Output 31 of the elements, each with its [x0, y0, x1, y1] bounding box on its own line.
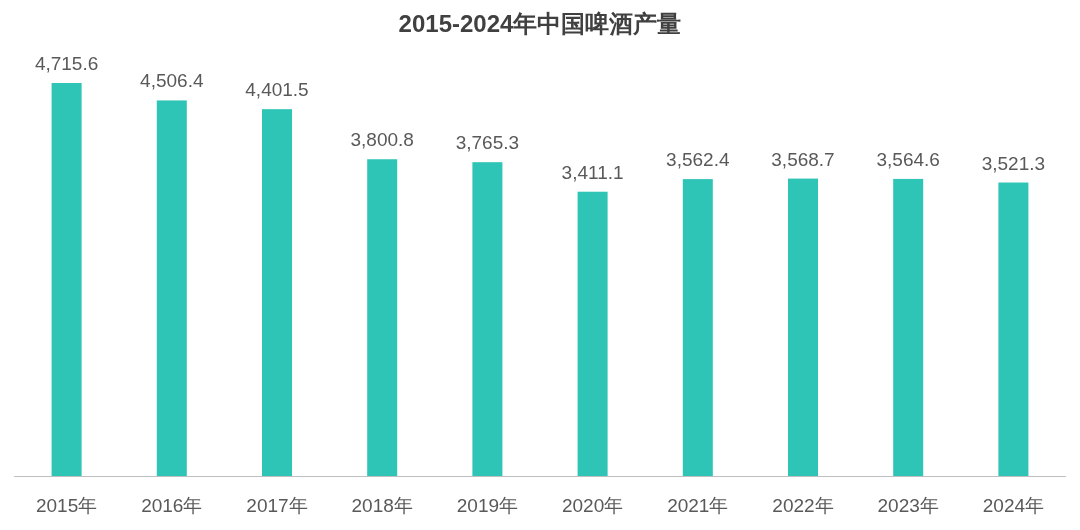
x-tick-label: 2019年: [456, 495, 519, 516]
bar: [893, 178, 924, 476]
data-label: 4,506.4: [140, 70, 204, 92]
x-tick-label: 2018年: [351, 495, 413, 516]
bar: [682, 179, 713, 476]
data-label: 4,715.6: [34, 53, 99, 74]
bar: [262, 109, 292, 476]
bar: [367, 159, 398, 476]
x-tick-label: 2017年: [246, 495, 308, 516]
x-tick-label: 2021年: [667, 495, 729, 516]
data-label: 3,562.4: [666, 149, 730, 171]
data-label: 3,564.6: [876, 148, 940, 170]
bar: [788, 178, 818, 476]
x-tick-label: 2024年: [982, 495, 1045, 516]
x-tick-label: 2022年: [772, 495, 834, 516]
chart-title: 2015-2024年中国啤酒产量: [398, 10, 682, 37]
data-label: 3,800.8: [350, 129, 414, 151]
x-tick-label: 2020年: [561, 495, 624, 516]
data-label: 4,401.5: [245, 79, 309, 101]
x-tick-label: 2015年: [35, 495, 98, 516]
bar: [998, 182, 1029, 476]
x-tick-label: 2023年: [877, 495, 939, 516]
bar: [51, 83, 82, 476]
data-label: 3,521.3: [981, 152, 1046, 174]
data-label: 3,568.7: [771, 148, 835, 170]
data-label: 3,411.1: [561, 161, 624, 183]
bar: [156, 100, 187, 476]
bar: [577, 191, 608, 476]
bar: [472, 162, 503, 476]
x-tick-label: 2016年: [141, 495, 203, 516]
data-label: 3,765.3: [455, 132, 520, 154]
